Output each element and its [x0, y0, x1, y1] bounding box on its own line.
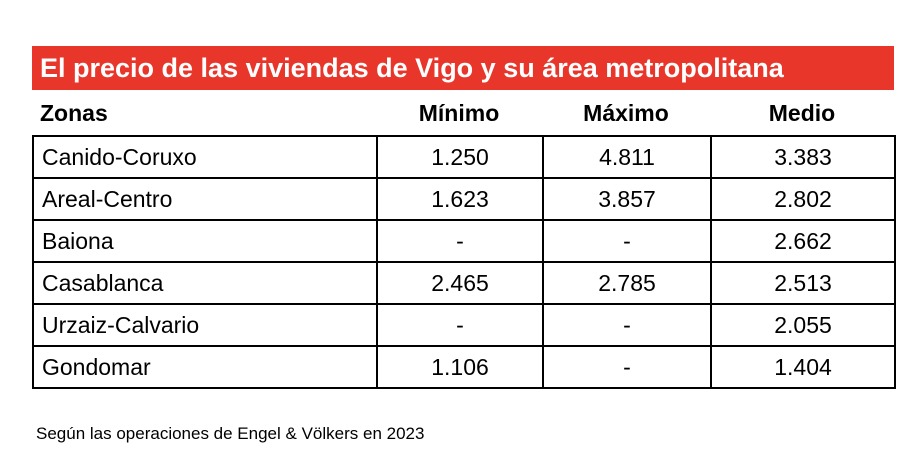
medio-cell: 2.802: [710, 177, 896, 221]
maximo-cell: -: [542, 219, 712, 263]
minimo-cell: 1.106: [376, 345, 544, 389]
column-header-zonas: Zonas: [40, 100, 108, 126]
table-row: Casablanca 2.465 2.785 2.513: [32, 261, 896, 305]
column-header-minimo: Mínimo: [418, 100, 500, 126]
maximo-cell: -: [542, 303, 712, 347]
table-row: Areal-Centro 1.623 3.857 2.802: [32, 177, 896, 221]
medio-cell: 2.055: [710, 303, 896, 347]
table-title: El precio de las viviendas de Vigo y su …: [32, 46, 894, 90]
zone-cell: Areal-Centro: [32, 177, 378, 221]
medio-cell: 2.662: [710, 219, 896, 263]
table-row: Gondomar 1.106 - 1.404: [32, 345, 896, 389]
medio-cell: 3.383: [710, 135, 896, 179]
medio-cell: 1.404: [710, 345, 896, 389]
maximo-cell: 4.811: [542, 135, 712, 179]
column-header-medio: Medio: [768, 100, 836, 126]
zone-cell: Baiona: [32, 219, 378, 263]
zone-cell: Canido-Coruxo: [32, 135, 378, 179]
minimo-cell: -: [376, 303, 544, 347]
zone-cell: Urzaiz-Calvario: [32, 303, 378, 347]
minimo-cell: 2.465: [376, 261, 544, 305]
column-header-maximo: Máximo: [583, 100, 669, 126]
table-row: Urzaiz-Calvario - - 2.055: [32, 303, 896, 347]
zone-cell: Casablanca: [32, 261, 378, 305]
minimo-cell: 1.250: [376, 135, 544, 179]
maximo-cell: 2.785: [542, 261, 712, 305]
minimo-cell: -: [376, 219, 544, 263]
maximo-cell: -: [542, 345, 712, 389]
maximo-cell: 3.857: [542, 177, 712, 221]
table-row: Canido-Coruxo 1.250 4.811 3.383: [32, 135, 896, 179]
medio-cell: 2.513: [710, 261, 896, 305]
table-row: Baiona - - 2.662: [32, 219, 896, 263]
zone-cell: Gondomar: [32, 345, 378, 389]
minimo-cell: 1.623: [376, 177, 544, 221]
price-table: Canido-Coruxo 1.250 4.811 3.383 Areal-Ce…: [32, 135, 896, 389]
table-header: Zonas Mínimo Máximo Medio: [32, 92, 894, 134]
source-footnote: Según las operaciones de Engel & Völkers…: [36, 424, 425, 443]
